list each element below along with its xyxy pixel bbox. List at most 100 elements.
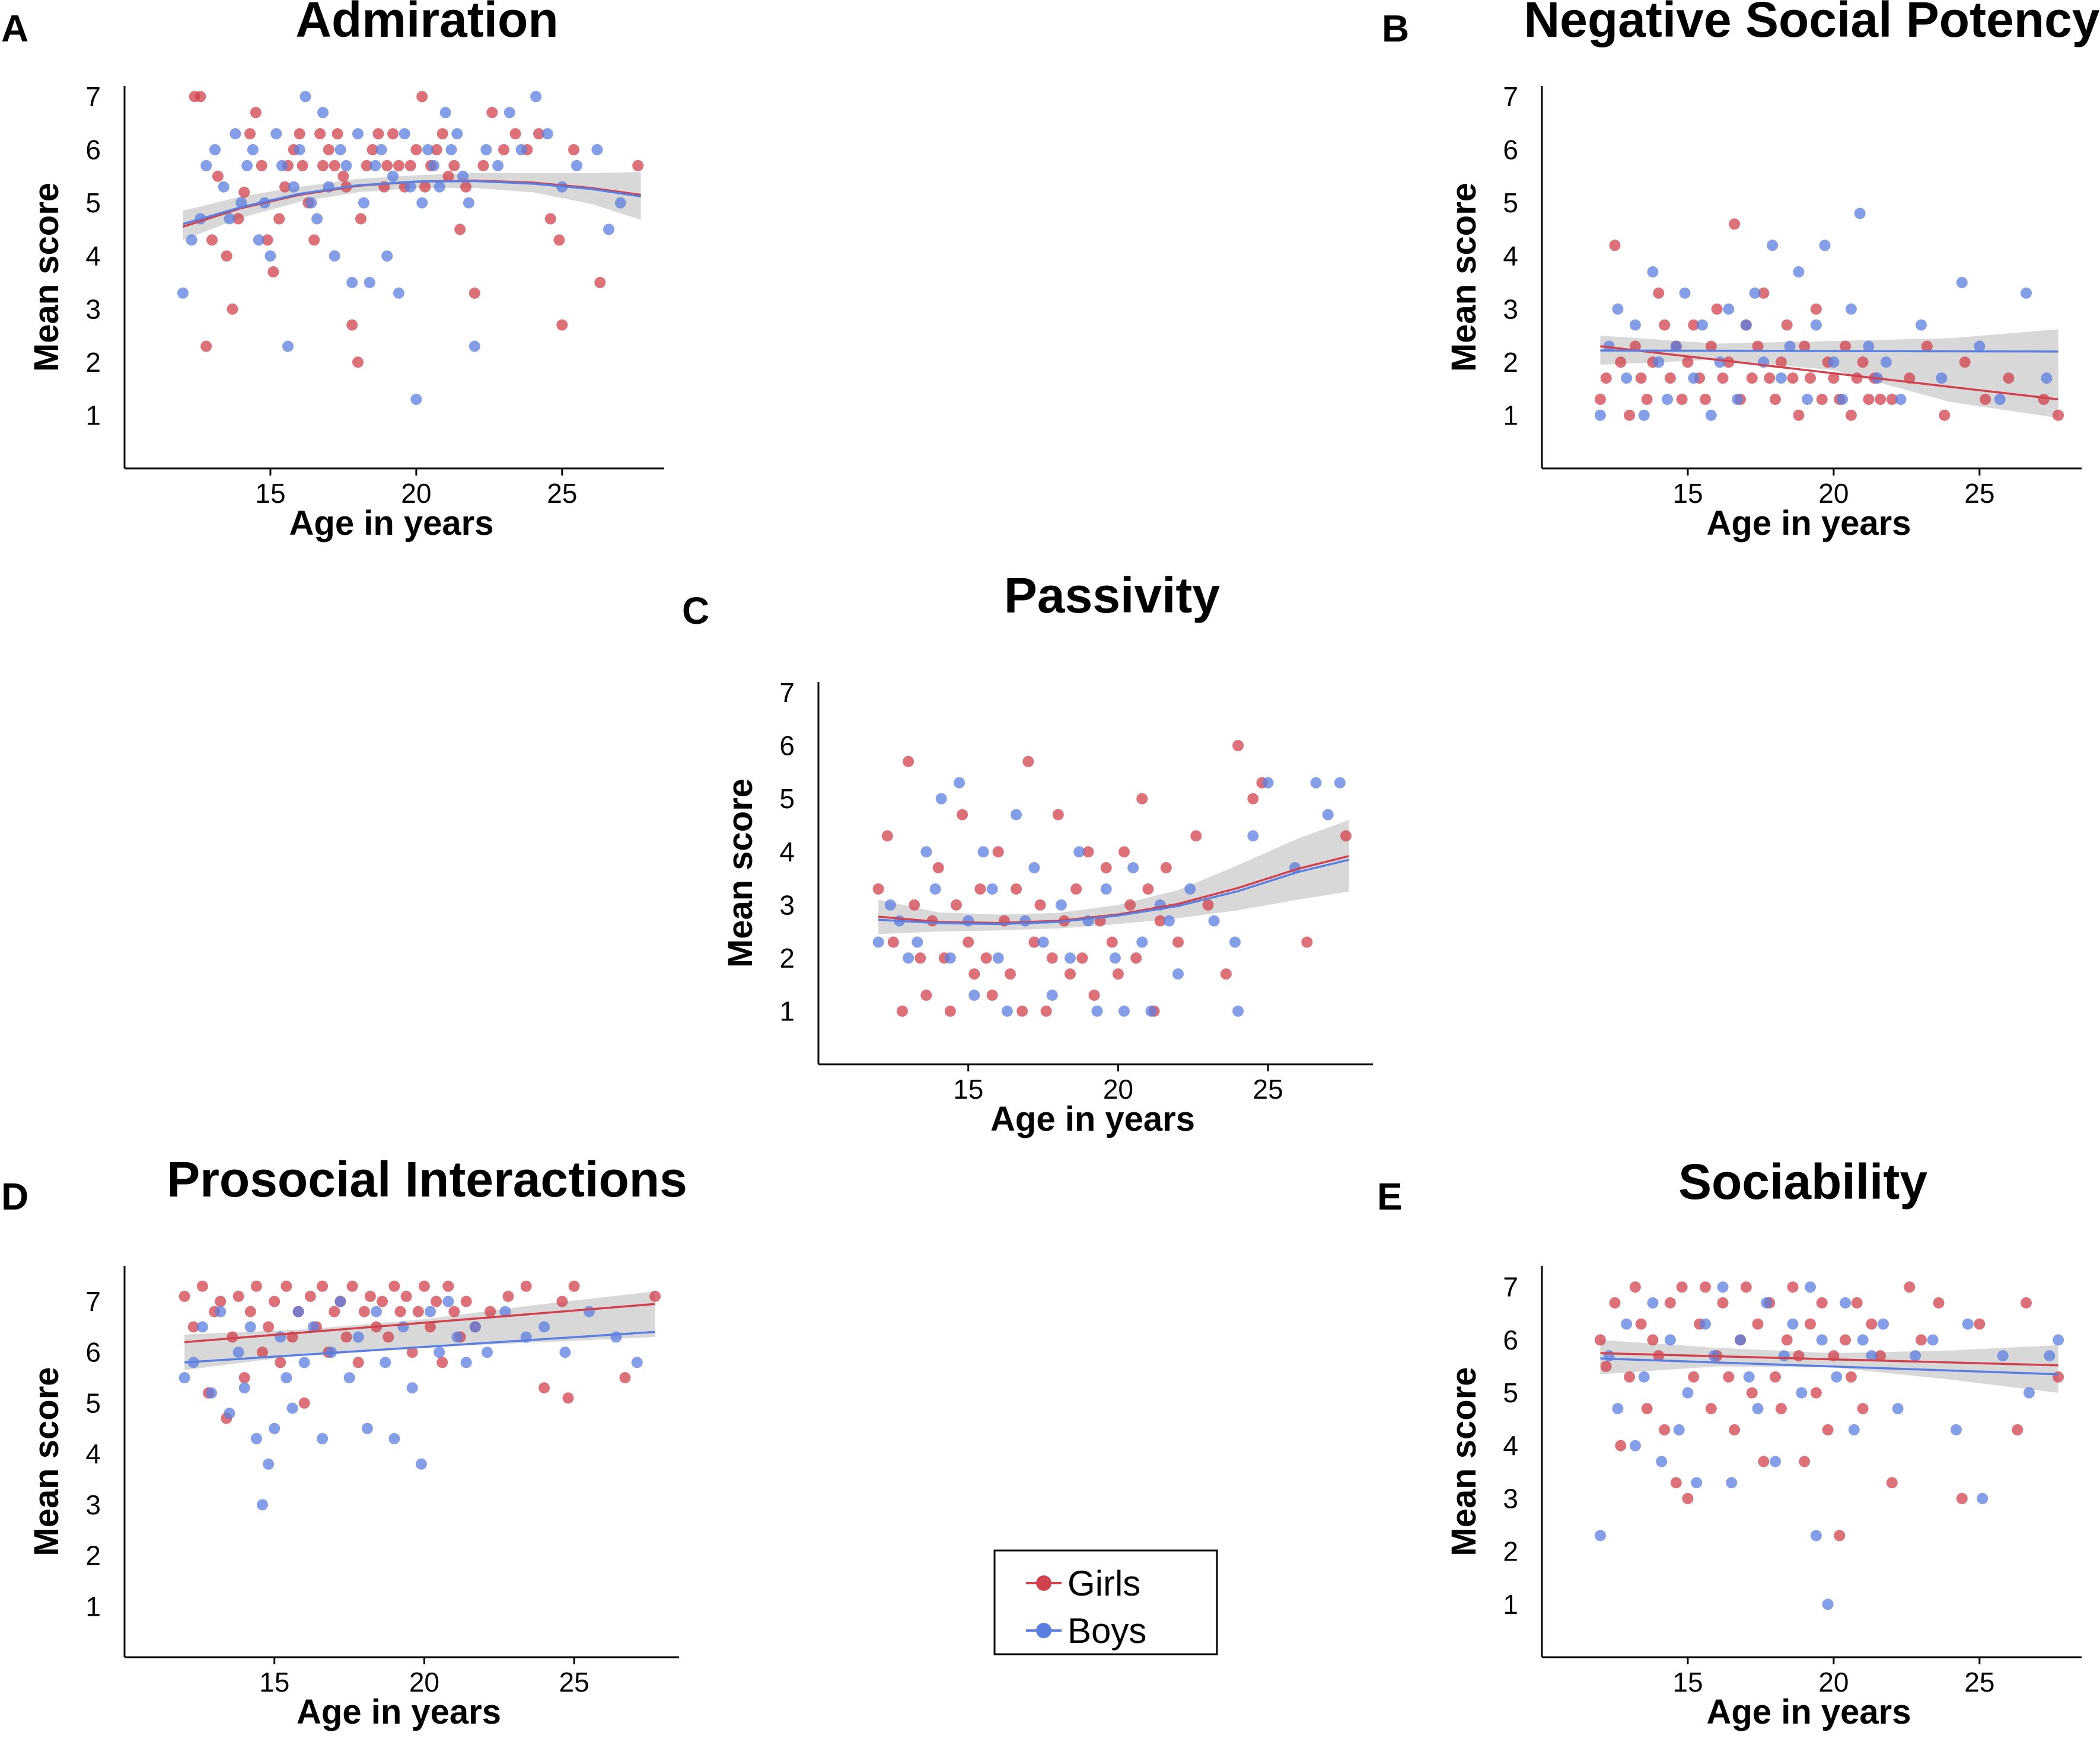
data-point-boys	[1831, 1371, 1843, 1383]
data-point-girls	[263, 1321, 275, 1333]
data-point-girls	[986, 990, 998, 1001]
data-point-girls	[404, 159, 416, 171]
data-point-girls	[1670, 1477, 1682, 1489]
data-point-boys	[1848, 1424, 1860, 1435]
data-point-girls	[273, 213, 285, 225]
data-point-girls	[1688, 319, 1700, 331]
data-point-boys	[1163, 915, 1175, 927]
data-point-boys	[206, 1387, 218, 1399]
data-point-boys	[603, 224, 614, 235]
data-point-boys	[1055, 899, 1067, 911]
series-girls	[872, 740, 1352, 1017]
data-point-girls	[1875, 394, 1887, 405]
data-point-girls	[932, 862, 944, 873]
legend-marker-boys	[1036, 1623, 1051, 1638]
fit-line-boys	[1600, 349, 2058, 353]
data-point-boys	[238, 1382, 250, 1394]
x-axis-label: Age in years	[1707, 1693, 1911, 1731]
data-point-boys	[469, 1321, 481, 1333]
data-point-girls	[1082, 846, 1094, 858]
data-point-girls	[448, 159, 460, 171]
data-point-boys	[186, 234, 197, 246]
data-point-boys	[270, 128, 282, 140]
data-point-boys	[247, 144, 259, 155]
y-tick-label: 7	[85, 1286, 101, 1317]
data-point-girls	[337, 170, 349, 182]
data-point-girls	[1787, 1281, 1799, 1293]
data-point-boys	[1621, 372, 1633, 384]
data-point-boys	[872, 936, 884, 948]
y-tick-label: 6	[85, 1337, 101, 1368]
y-tick-label: 7	[1503, 1272, 1518, 1303]
data-point-boys	[460, 1357, 472, 1368]
data-point-girls	[632, 159, 644, 171]
data-point-girls	[454, 224, 466, 235]
data-point-boys	[968, 990, 980, 1001]
x-axis-label: Age in years	[289, 504, 494, 543]
data-point-girls	[909, 899, 920, 911]
data-point-boys	[1810, 1530, 1822, 1542]
data-point-girls	[897, 1005, 908, 1017]
data-point-boys	[1091, 1005, 1103, 1017]
data-point-boys	[1621, 1318, 1633, 1330]
data-point-girls	[256, 159, 267, 171]
panel-passivity: C Passivity 15 20 25 1 2 3 4 5 6 7 Age in years Mea…	[682, 567, 1373, 1138]
fit-line-boys	[878, 859, 1350, 926]
x-tick-label: 15	[255, 478, 285, 509]
data-point-boys	[482, 1347, 493, 1358]
data-point-boys	[352, 128, 364, 140]
data-point-boys	[375, 144, 387, 155]
data-point-girls	[1746, 1387, 1758, 1399]
data-point-girls	[358, 1306, 370, 1317]
data-point-boys	[397, 1321, 409, 1333]
data-point-boys	[912, 936, 923, 948]
data-point-girls	[1705, 340, 1717, 352]
data-point-girls	[951, 899, 962, 911]
data-point-boys	[1118, 1005, 1130, 1017]
data-point-girls	[1700, 1281, 1711, 1293]
data-point-girls	[1933, 1297, 1945, 1309]
data-point-girls	[227, 1331, 238, 1343]
data-point-girls	[436, 1357, 448, 1368]
data-point-boys	[1065, 952, 1076, 964]
x-tick-label: 25	[547, 478, 577, 509]
data-point-girls	[1011, 883, 1022, 895]
data-point-girls	[556, 319, 568, 331]
data-point-boys	[884, 899, 896, 911]
data-point-girls	[485, 1306, 496, 1317]
data-point-girls	[425, 1321, 436, 1333]
y-tick-label: 7	[1503, 81, 1518, 112]
data-point-girls	[538, 1382, 550, 1394]
data-point-boys	[317, 1432, 329, 1444]
data-point-girls	[1810, 303, 1822, 315]
data-point-girls	[393, 159, 404, 171]
data-point-boys	[1310, 777, 1322, 789]
data-point-girls	[568, 144, 579, 155]
data-point-girls	[1659, 319, 1671, 331]
data-point-boys	[2053, 1334, 2064, 1346]
data-point-boys	[1749, 287, 1761, 299]
y-tick-label: 1	[779, 996, 795, 1026]
data-point-girls	[1647, 1334, 1659, 1346]
data-point-boys	[1208, 915, 1220, 927]
data-point-boys	[1172, 968, 1184, 980]
data-point-boys	[1691, 1477, 1703, 1489]
data-point-boys	[1956, 277, 1968, 288]
data-point-girls	[477, 159, 489, 171]
x-tick-label: 20	[409, 1667, 439, 1698]
panel-admiration: A Admiration 15 20 25 1 2 3 4 5 6 7 Age in years Me…	[1, 0, 664, 543]
data-point-girls	[1717, 372, 1729, 384]
data-point-boys	[903, 952, 914, 964]
data-point-boys	[1816, 1334, 1828, 1346]
data-point-girls	[1664, 372, 1676, 384]
data-point-boys	[286, 1402, 298, 1414]
data-point-boys	[1629, 319, 1641, 331]
data-point-boys	[1717, 1281, 1729, 1293]
series-girls	[1594, 1281, 2064, 1542]
panel-title: Passivity	[1004, 567, 1221, 623]
data-point-girls	[968, 968, 980, 980]
y-axis-label: Mean score	[1445, 1367, 1483, 1556]
data-point-girls	[469, 287, 480, 299]
y-tick-label: 3	[779, 889, 795, 920]
data-point-girls	[442, 1280, 454, 1292]
